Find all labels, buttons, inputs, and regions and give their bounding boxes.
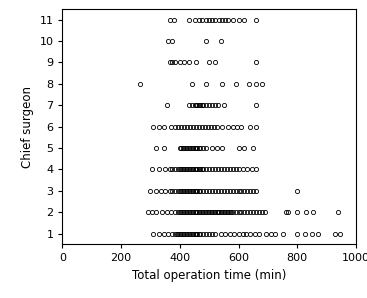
Y-axis label: Chief surgeon: Chief surgeon (21, 86, 34, 168)
X-axis label: Total operation time (min): Total operation time (min) (132, 269, 286, 282)
